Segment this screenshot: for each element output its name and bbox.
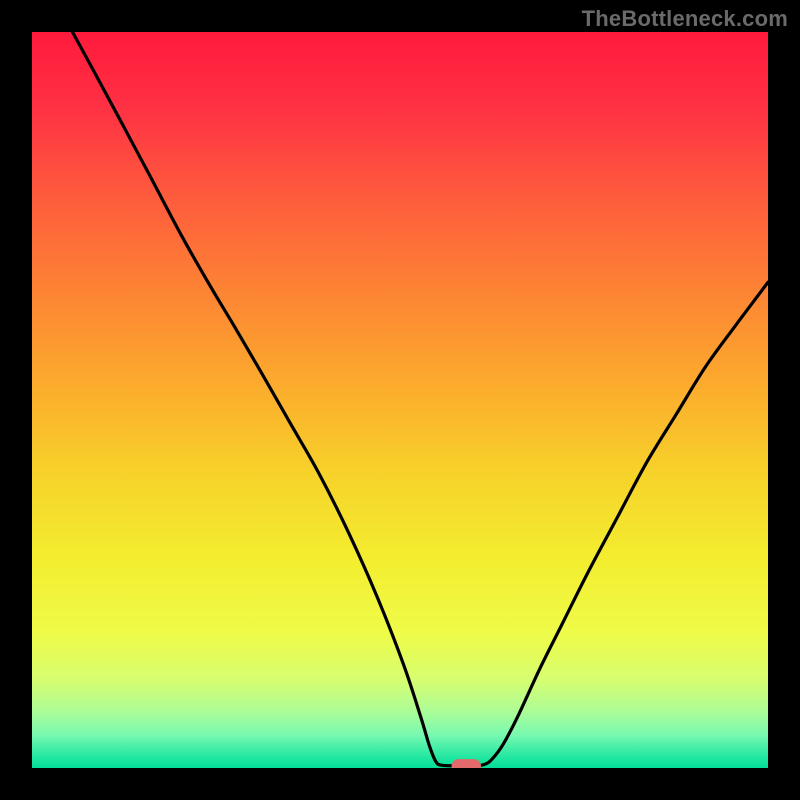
chart-container: { "watermark": { "text": "TheBottleneck.… <box>0 0 800 800</box>
plot-area <box>32 32 768 772</box>
bottleneck-chart <box>0 0 800 800</box>
watermark-text: TheBottleneck.com <box>582 6 788 32</box>
